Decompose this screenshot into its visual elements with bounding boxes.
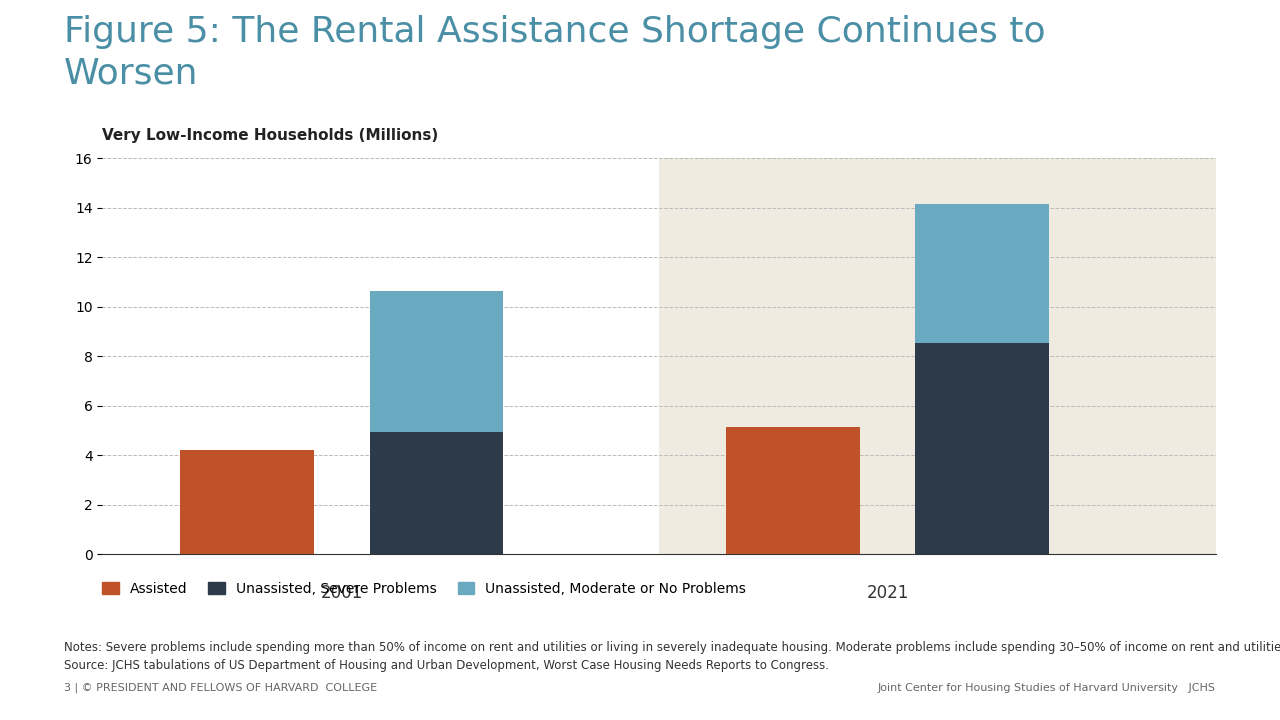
Bar [726, 427, 860, 554]
Text: 3 | © PRESIDENT AND FELLOWS OF HARVARD  COLLEGE: 3 | © PRESIDENT AND FELLOWS OF HARVARD C… [64, 682, 378, 693]
Text: Figure 5: The Rental Assistance Shortage Continues to
Worsen: Figure 5: The Rental Assistance Shortage… [64, 15, 1046, 90]
Bar [370, 291, 503, 432]
Text: 2021: 2021 [867, 584, 909, 602]
Bar [659, 158, 1216, 554]
Bar [915, 204, 1048, 343]
Legend: Assisted, Unassisted, Severe Problems, Unassisted, Moderate or No Problems: Assisted, Unassisted, Severe Problems, U… [96, 576, 751, 601]
Text: Notes: Severe problems include spending more than 50% of income on rent and util: Notes: Severe problems include spending … [64, 641, 1280, 672]
Bar [370, 432, 503, 554]
Text: Very Low-Income Households (Millions): Very Low-Income Households (Millions) [102, 127, 439, 143]
Bar [180, 451, 314, 554]
Text: 2001: 2001 [321, 584, 364, 602]
Text: Joint Center for Housing Studies of Harvard University   JCHS: Joint Center for Housing Studies of Harv… [878, 683, 1216, 693]
Bar [915, 343, 1048, 554]
